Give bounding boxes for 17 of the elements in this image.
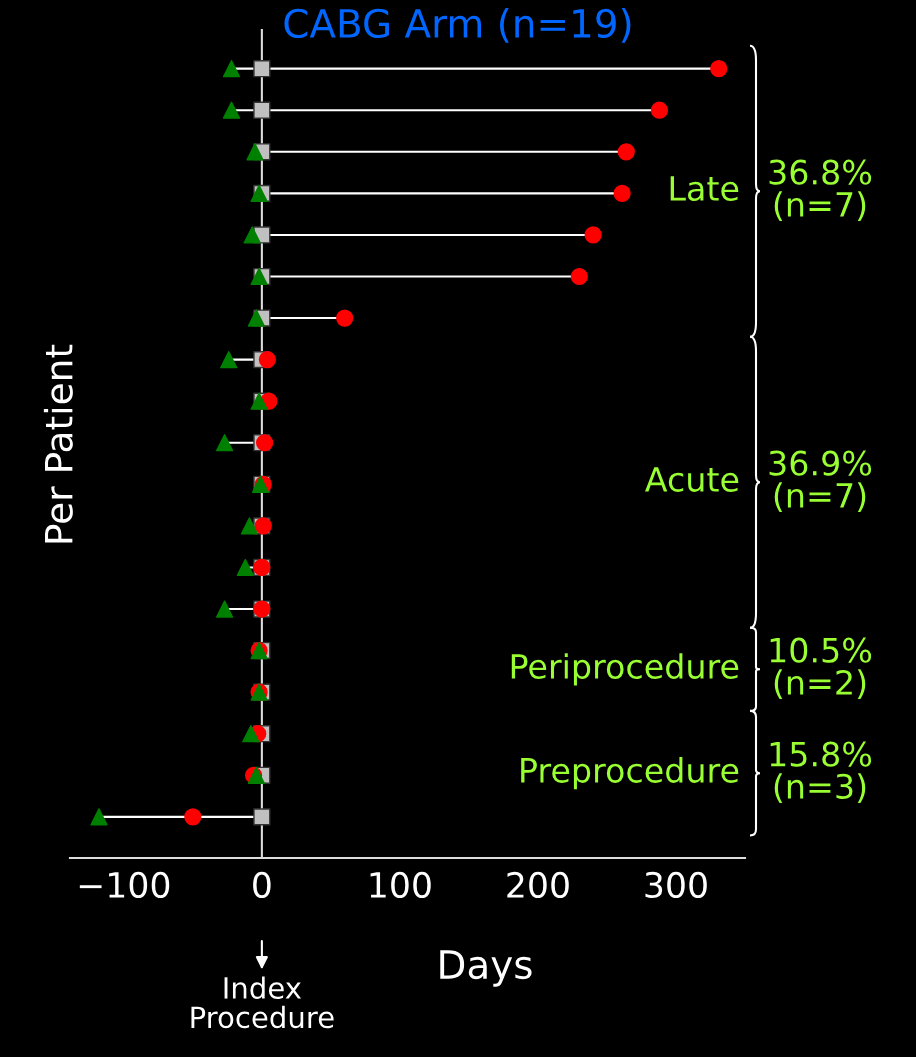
annotation: Acute: [645, 467, 739, 492]
x-tick-label: 200: [507, 871, 569, 899]
annotation: Late: [670, 176, 739, 201]
x-tick-label: 0: [253, 871, 271, 899]
x-tick-label: −100: [79, 871, 170, 899]
x-tick-label: 100: [370, 871, 431, 899]
text: 36.8% (n=7): [769, 159, 872, 221]
y-axis-title: Per Patient: [43, 344, 73, 543]
text: 36.9% (n=7): [769, 450, 872, 512]
annotation: Preprocedure: [521, 757, 739, 790]
x-axis-title: Days: [440, 950, 532, 987]
text: 10.5% (n=2): [770, 637, 872, 700]
text: Index Procedure: [191, 976, 334, 1029]
annotation: Periprocedure: [511, 653, 739, 686]
x-tick-label: 300: [645, 871, 707, 899]
chart-title: CABG Arm (n=19): [284, 8, 631, 43]
text: 15.8% (n=3): [770, 741, 872, 803]
